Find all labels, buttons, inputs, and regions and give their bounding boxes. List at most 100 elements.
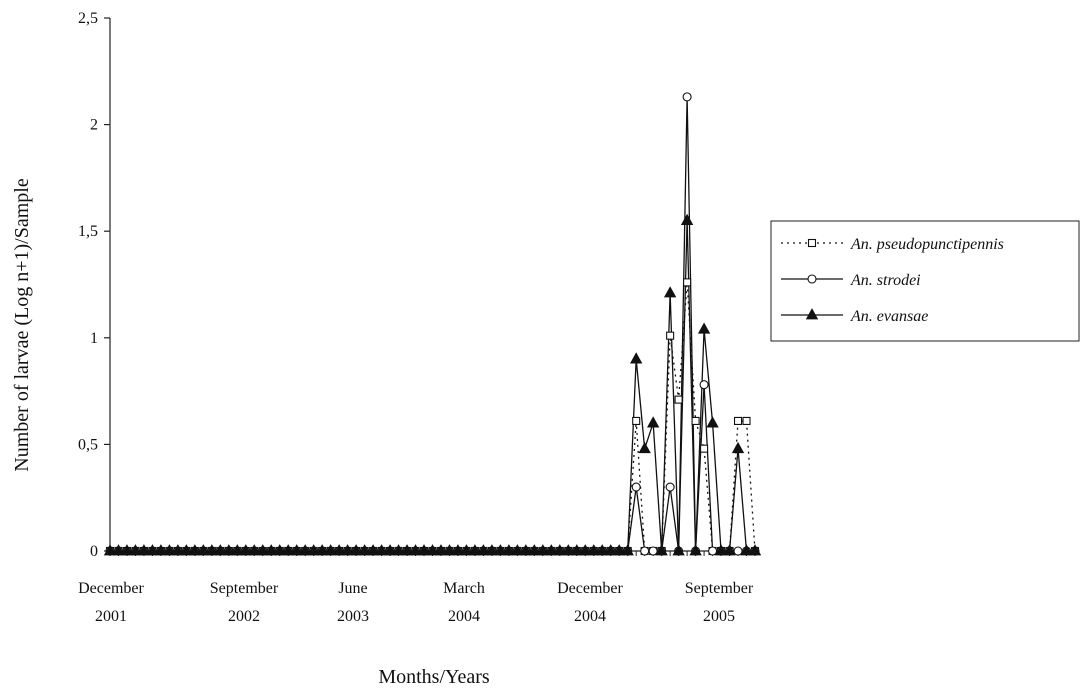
data-point-2 [740,544,753,556]
plot-area: 0 0,5 1 1,5 2 2,5 December 2001 September 2002 Jun… [78,10,762,625]
x-tick-label-month: March [443,580,485,597]
x-tick-label-year: 2002 [228,608,260,625]
data-point-2 [596,544,609,556]
data-point-1 [682,92,692,102]
legend-box [770,220,1080,342]
data-point-0 [666,331,675,340]
data-point-2 [689,544,702,556]
data-point-1 [708,546,718,556]
legend-label-0: An. pseudopunctipennis [850,236,1004,253]
data-point-2 [290,544,303,556]
data-point-2 [443,544,456,556]
data-point-2 [171,544,185,556]
data-point-0 [742,416,751,425]
data-point-2 [519,544,533,556]
data-point-2 [137,544,151,556]
x-tick-label-year: 2003 [337,608,369,625]
data-point-2 [324,544,337,556]
x-tick-label-year: 2004 [448,608,480,625]
data-point-2 [205,544,219,556]
series-line-2 [110,219,755,552]
x-axis-title: Months/Years [378,666,490,688]
data-point-2 [579,544,592,556]
data-point-2 [265,544,278,556]
data-point-2 [553,544,566,556]
data-point-2 [231,544,244,556]
data-point-0 [691,416,700,425]
data-point-2 [188,544,202,556]
data-point-0 [683,278,692,287]
data-point-0 [700,444,709,453]
data-point-2 [358,544,371,556]
data-point-2 [349,544,363,556]
legend-label-1: An. strodei [850,272,921,289]
data-point-1 [665,482,675,492]
y-tick-label: 2,5 [78,10,98,27]
data-point-0 [674,395,683,404]
data-point-2 [494,544,507,556]
data-point-2 [680,213,694,225]
legend-marker-0 [807,238,817,248]
data-point-2 [146,544,159,556]
data-point-2 [154,544,168,556]
data-point-2 [714,544,728,556]
data-point-1 [699,380,709,390]
y-tick-label: 1,5 [78,223,98,240]
data-point-2 [748,544,762,556]
data-point-2 [468,544,482,556]
data-point-2 [613,544,626,556]
data-point-2 [723,544,736,556]
data-point-2 [239,544,252,556]
x-tick-label-month: September [685,580,754,597]
data-point-2 [222,544,235,556]
series-line-1 [110,96,755,552]
data-point-2 [502,544,516,556]
data-point-2 [400,544,414,556]
data-point-2 [460,544,473,556]
x-tick-label-month: June [338,580,367,597]
data-point-2 [120,544,134,556]
x-tick-label-year: 2004 [574,608,606,625]
data-point-2 [646,416,660,428]
data-point-2 [655,544,668,556]
data-point-2 [315,544,329,556]
y-axis-title: Number of larvae (Log n+1)/Sample [11,178,33,472]
data-point-2 [163,544,176,556]
data-point-2 [477,544,490,556]
y-tick-label: 2 [90,117,98,134]
data-point-2 [299,544,312,556]
data-point-2 [587,544,600,556]
data-point-2 [545,544,558,556]
x-tick-label-year: 2001 [95,608,127,625]
data-point-2 [672,544,685,556]
data-point-2 [562,544,575,556]
data-point-2 [375,544,388,556]
data-point-2 [706,416,719,428]
data-point-2 [485,544,499,556]
x-tick-label-year: 2005 [703,608,735,625]
data-point-2 [112,544,125,556]
data-point-2 [663,286,677,298]
data-point-2 [604,544,617,556]
y-tick-label: 1 [90,330,98,347]
data-point-2 [180,544,193,556]
data-point-2 [528,544,541,556]
series-line-0 [110,281,756,552]
data-point-2 [103,544,117,556]
data-point-0 [733,416,743,425]
data-point-2 [282,544,295,556]
data-point-2 [214,544,227,556]
data-point-2 [451,544,465,556]
data-point-2 [536,544,550,556]
data-point-2 [248,544,261,556]
data-point-2 [366,544,380,556]
data-point-2 [273,544,286,556]
data-point-2 [638,441,651,454]
data-point-2 [307,544,320,556]
legend: An. pseudopunctipennis An. strodei An. eva… [770,220,1080,342]
data-point-2 [197,544,210,556]
legend-label-2: An. evansae [850,308,928,325]
data-point-2 [697,322,711,334]
data-point-1 [631,482,641,492]
y-tick-label: 0,5 [78,436,98,453]
